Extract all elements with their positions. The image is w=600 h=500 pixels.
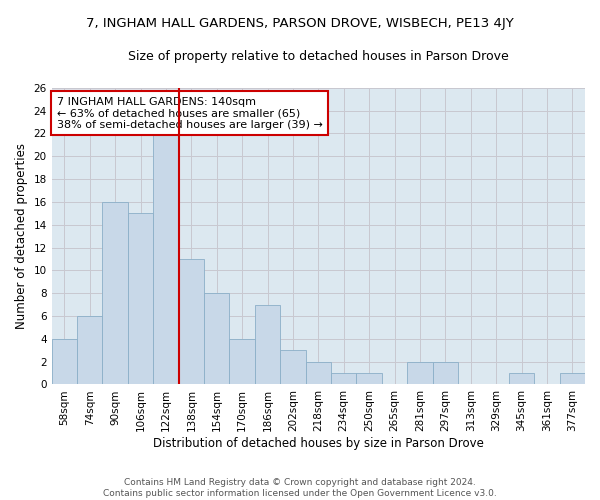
Bar <box>229 339 255 384</box>
Title: Size of property relative to detached houses in Parson Drove: Size of property relative to detached ho… <box>128 50 509 63</box>
Bar <box>560 373 585 384</box>
Bar <box>407 362 433 384</box>
Y-axis label: Number of detached properties: Number of detached properties <box>15 143 28 329</box>
Text: Contains HM Land Registry data © Crown copyright and database right 2024.
Contai: Contains HM Land Registry data © Crown c… <box>103 478 497 498</box>
Bar <box>128 214 153 384</box>
Bar <box>179 259 204 384</box>
Bar <box>433 362 458 384</box>
Bar <box>331 373 356 384</box>
Bar <box>77 316 103 384</box>
Bar <box>52 339 77 384</box>
Bar <box>356 373 382 384</box>
Bar <box>280 350 305 384</box>
Bar <box>103 202 128 384</box>
Bar <box>153 134 179 384</box>
Bar <box>204 293 229 384</box>
X-axis label: Distribution of detached houses by size in Parson Drove: Distribution of detached houses by size … <box>153 437 484 450</box>
Text: 7 INGHAM HALL GARDENS: 140sqm
← 63% of detached houses are smaller (65)
38% of s: 7 INGHAM HALL GARDENS: 140sqm ← 63% of d… <box>57 96 323 130</box>
Bar <box>509 373 534 384</box>
Text: 7, INGHAM HALL GARDENS, PARSON DROVE, WISBECH, PE13 4JY: 7, INGHAM HALL GARDENS, PARSON DROVE, WI… <box>86 18 514 30</box>
Bar <box>255 304 280 384</box>
Bar <box>305 362 331 384</box>
